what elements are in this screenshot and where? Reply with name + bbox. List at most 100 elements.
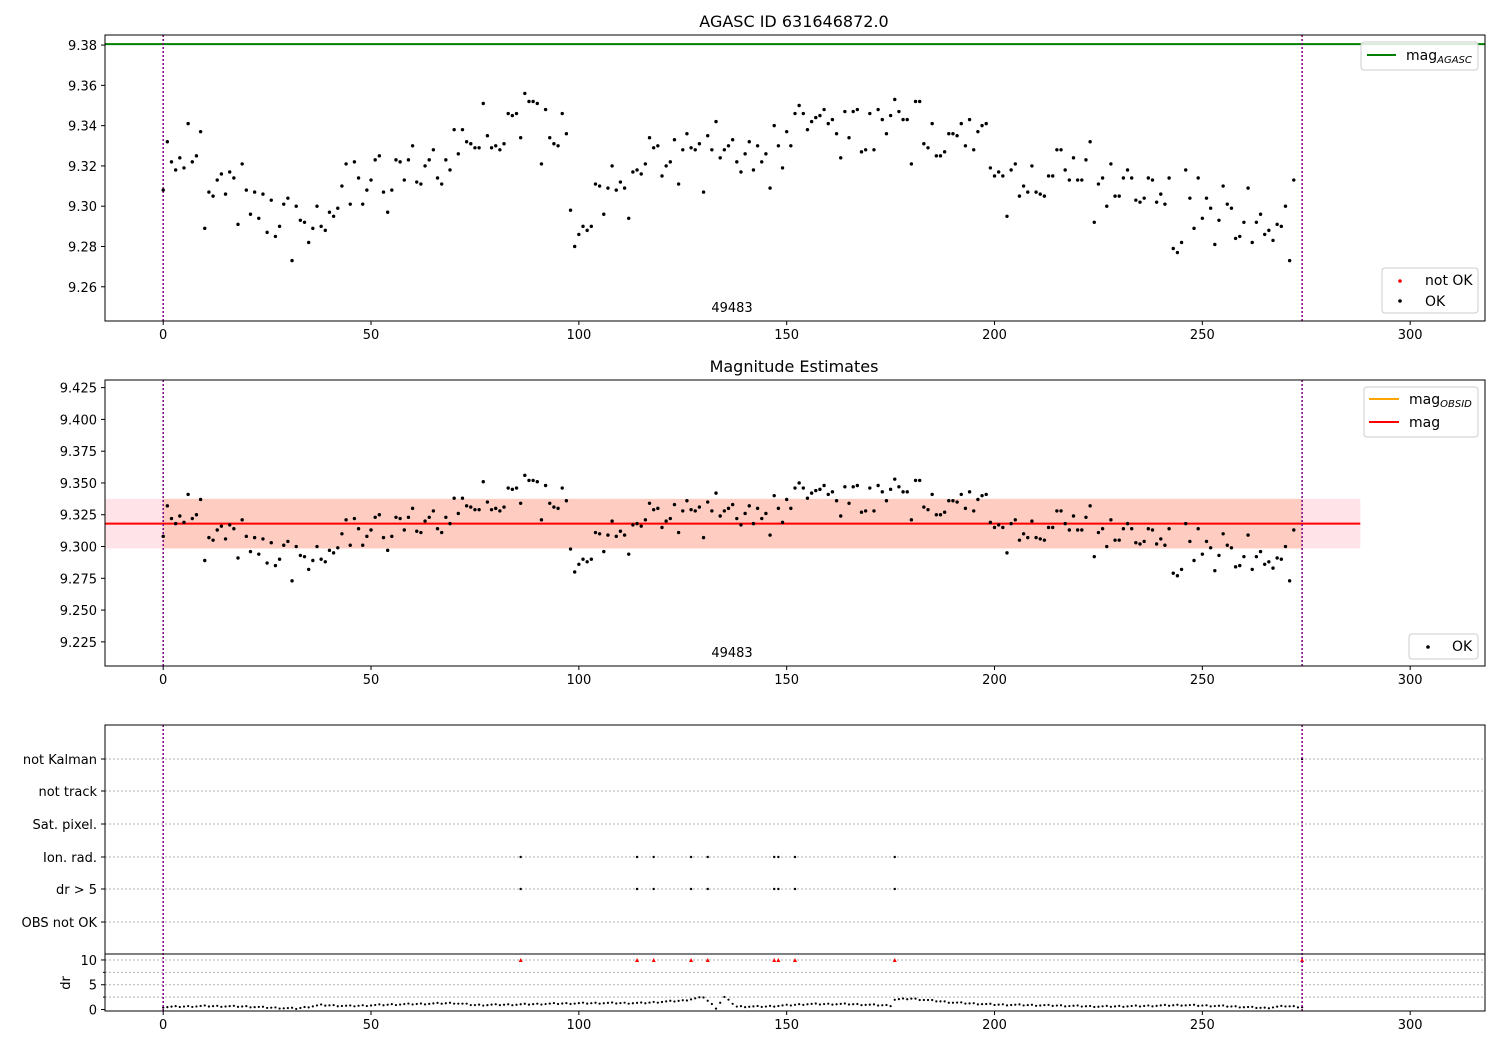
data-point <box>1013 518 1018 522</box>
dr-point <box>831 1003 834 1006</box>
dr-clipped-marker <box>776 957 781 962</box>
data-point <box>967 117 972 122</box>
data-point <box>423 519 427 523</box>
dr-point <box>494 1003 497 1006</box>
x-tick-label: 250 <box>1190 1018 1215 1033</box>
dr-point <box>635 1001 639 1004</box>
data-point <box>776 144 781 148</box>
dr-point <box>245 1005 248 1008</box>
legend2-ok-marker <box>1426 645 1430 649</box>
data-point <box>485 500 490 504</box>
data-point <box>614 188 618 192</box>
data-point <box>398 516 402 521</box>
dr-point <box>382 1004 385 1007</box>
x-tick-label: 300 <box>1398 328 1423 343</box>
data-point <box>1175 574 1180 578</box>
data-point <box>830 490 835 494</box>
flag-point <box>777 855 780 859</box>
data-point <box>373 158 377 162</box>
dr-point <box>1039 1004 1042 1007</box>
data-point <box>938 513 943 517</box>
data-point <box>477 146 481 150</box>
data-point <box>884 131 889 136</box>
data-point <box>1067 528 1072 532</box>
x-tick-label: 100 <box>566 1018 591 1033</box>
dr-point <box>694 997 697 1000</box>
dr-point <box>681 999 684 1002</box>
dr-point <box>752 1005 755 1008</box>
data-point <box>627 216 631 220</box>
dr-point <box>241 1005 244 1008</box>
dr-point <box>178 1005 181 1009</box>
dr-point <box>768 1004 772 1007</box>
data-point <box>431 148 436 152</box>
dr-point <box>290 1006 294 1009</box>
data-point <box>772 123 776 128</box>
panel2-title: Magnitude Estimates <box>710 357 879 376</box>
data-point <box>548 136 552 140</box>
data-point <box>1246 533 1250 537</box>
data-point <box>951 131 955 136</box>
data-point <box>980 493 984 498</box>
data-point <box>365 534 369 539</box>
data-point <box>327 548 332 553</box>
data-point <box>801 486 806 490</box>
dr-point <box>419 1002 423 1005</box>
x-tick-label: 150 <box>774 673 799 688</box>
data-point <box>182 166 186 170</box>
data-point <box>473 507 477 512</box>
data-point <box>282 543 286 547</box>
dr-point <box>1055 1004 1058 1007</box>
data-point <box>506 486 510 490</box>
dr-point <box>1068 1004 1071 1008</box>
data-point <box>198 129 203 134</box>
data-point <box>772 493 776 498</box>
data-point <box>593 530 598 535</box>
y-tick-label: 9.28 <box>68 240 97 255</box>
panel1-points-legend: not OK OK <box>1381 267 1479 314</box>
data-point <box>606 533 610 537</box>
dr-point <box>1209 1005 1212 1008</box>
data-point <box>290 258 294 263</box>
data-point <box>1117 538 1121 542</box>
data-point <box>847 136 851 140</box>
data-point <box>165 140 170 144</box>
data-point <box>439 530 444 535</box>
dr-point <box>723 995 726 999</box>
data-point <box>768 533 772 537</box>
dr-point <box>731 1002 734 1005</box>
data-point <box>963 506 968 511</box>
data-point <box>232 176 236 180</box>
data-point <box>672 138 677 142</box>
dr-point <box>777 1004 780 1008</box>
flag-point <box>773 887 776 891</box>
data-point <box>1254 220 1259 225</box>
data-point <box>739 170 743 174</box>
dr-point <box>556 1002 560 1006</box>
data-point <box>410 144 415 148</box>
dr-point <box>328 1004 331 1007</box>
data-point <box>1001 525 1005 530</box>
dr-point <box>602 1002 605 1005</box>
data-point <box>1229 546 1234 550</box>
data-point <box>464 504 469 508</box>
data-point <box>402 178 406 182</box>
dr-point <box>394 1003 398 1007</box>
data-point <box>190 160 194 164</box>
dr-point <box>773 1005 776 1008</box>
dr-point <box>1022 1004 1025 1007</box>
dr-point <box>1280 1004 1283 1007</box>
dr-point <box>885 1003 888 1007</box>
dr-point <box>993 1003 996 1007</box>
dr-point <box>369 1004 373 1007</box>
data-point <box>1179 240 1184 245</box>
dr-point <box>997 1003 1000 1006</box>
x-tick-label: 50 <box>363 328 380 343</box>
dr-point <box>353 1005 356 1008</box>
dr-point <box>1163 1003 1167 1006</box>
dr-point <box>1034 1004 1038 1007</box>
data-point <box>1250 567 1254 572</box>
data-point <box>298 553 303 558</box>
data-point <box>381 535 386 540</box>
data-point <box>656 144 660 148</box>
